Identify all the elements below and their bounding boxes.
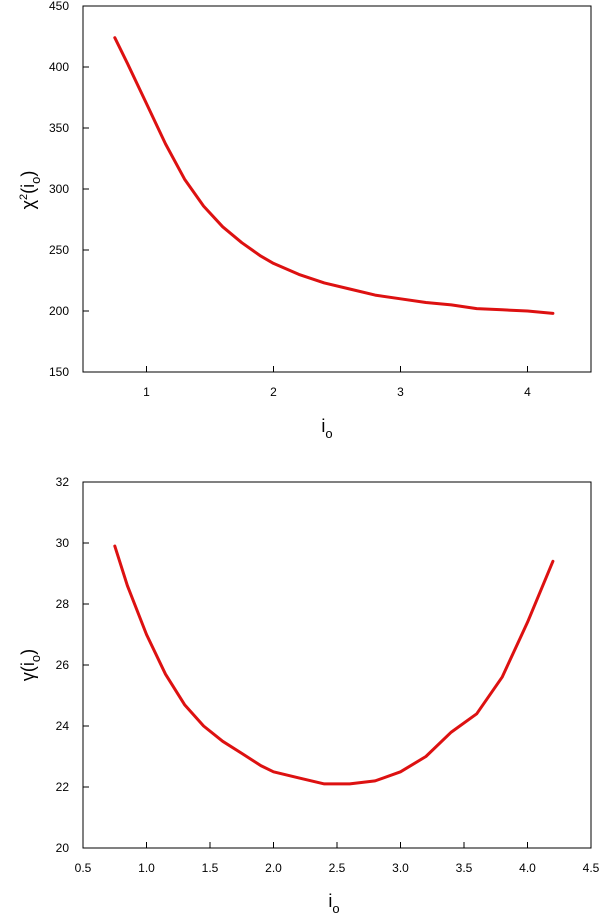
x-axis-title-top-base: i [321,416,325,436]
series-line-bottom [113,544,555,786]
y-axis-title-bottom-base: γ [18,672,38,681]
x-tick-label-bottom: 3.0 [392,861,409,875]
y-tick-label-bottom: 22 [56,780,70,794]
series-line-top [113,36,555,315]
x-tick-label-bottom: 3.5 [456,861,473,875]
y-axis-title-top-open: (i [18,184,38,194]
y-tick-label-bottom: 24 [56,719,70,733]
ticks-bottom: 0.5 1.0 1.5 2.0 2.5 3.0 3.5 4.0 4.5 20 22 24 26 28 30 3… [56,475,600,875]
x-tick-label-bottom: 2.0 [265,861,282,875]
y-tick-label-bottom: 28 [56,597,70,611]
y-axis-title-bottom: γ(io) [18,649,43,681]
y-tick-label-top: 400 [49,60,69,74]
y-axis-title-bottom-open: (i [18,662,38,672]
x-tick-label-bottom: 2.5 [329,861,346,875]
y-tick-label-bottom: 20 [56,841,70,855]
x-tick-label-top: 4 [524,385,531,399]
plot-area-bottom [82,481,592,849]
x-tick-label-bottom: 0.5 [75,861,92,875]
y-tick-label-top: 450 [49,0,69,13]
x-axis-title-top-sub: o [325,426,332,441]
x-tick-label-bottom: 1.5 [202,861,219,875]
x-tick-label-top: 1 [143,385,150,399]
x-tick-label-bottom: 4.0 [519,861,536,875]
x-tick-label-bottom: 1.0 [138,861,155,875]
y-tick-label-top: 350 [49,121,69,135]
x-tick-label-top: 3 [397,385,404,399]
y-tick-label-top: 200 [49,304,69,318]
y-tick-label-bottom: 26 [56,658,70,672]
y-axis-title-top-sub: o [28,177,43,184]
x-tick-label-top: 2 [270,385,277,399]
x-axis-title-bottom-sub: o [332,901,339,914]
y-tick-label-top: 300 [49,182,69,196]
y-axis-title-bottom-sub: o [28,655,43,662]
y-tick-label-bottom: 32 [56,475,70,489]
y-axis-title-top-base: χ [18,199,38,209]
y-tick-label-bottom: 30 [56,536,70,550]
x-axis-title-top: io [321,416,332,441]
y-tick-label-top: 150 [49,365,69,379]
y-axis-title-bottom-close: ) [18,649,38,655]
y-tick-label-top: 250 [49,243,69,257]
ticks-top: 1 2 3 4 150 200 250 300 350 400 450 [49,0,531,399]
x-axis-title-bottom-base: i [328,891,332,911]
y-axis-title-top: χ2(io) [18,171,43,210]
chart-bottom: 0.5 1.0 1.5 2.0 2.5 3.0 3.5 4.0 4.5 20 22 24 26 28 30 3… [18,475,600,914]
plot-area-top [82,5,592,373]
y-axis-title-top-close: ) [18,171,38,177]
y-axis-title-top-sup: 2 [18,194,30,200]
x-tick-label-bottom: 4.5 [583,861,600,875]
x-axis-title-bottom: io [328,891,339,914]
